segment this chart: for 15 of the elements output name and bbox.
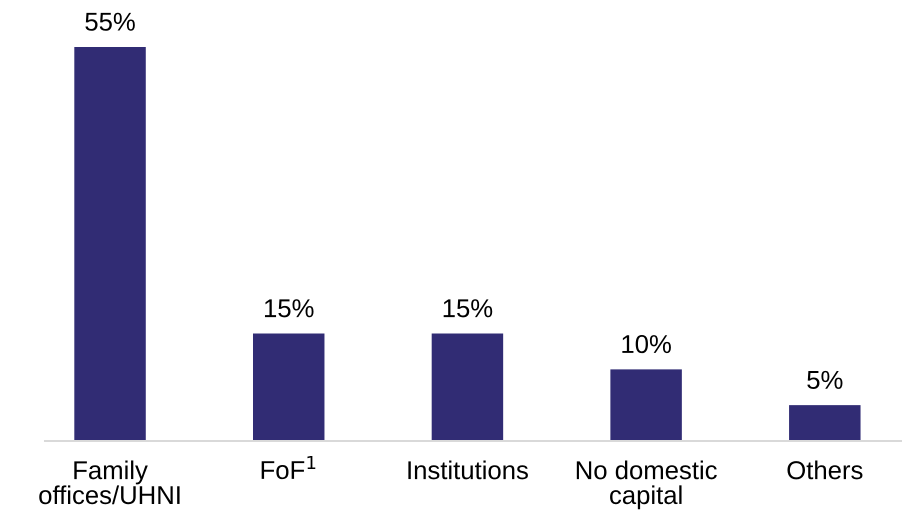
x-tick-label: Family offices/UHNI [39, 460, 180, 504]
x-tick-label: FoF$^{1}$ [262, 456, 316, 480]
bar [252, 334, 324, 441]
bar [74, 47, 146, 441]
bar [610, 369, 682, 441]
bar [789, 405, 861, 441]
x-tick-label: No domestic capital [576, 460, 717, 510]
x-tick-label: Institutions [408, 460, 528, 480]
data-label: 15% [264, 299, 314, 318]
data-label: 10% [622, 334, 671, 354]
x-tick-label: Others [787, 460, 862, 480]
data-label: 15% [444, 299, 492, 318]
data-label: 5% [807, 370, 842, 389]
bar [432, 334, 504, 441]
data-label: 55% [85, 12, 135, 31]
